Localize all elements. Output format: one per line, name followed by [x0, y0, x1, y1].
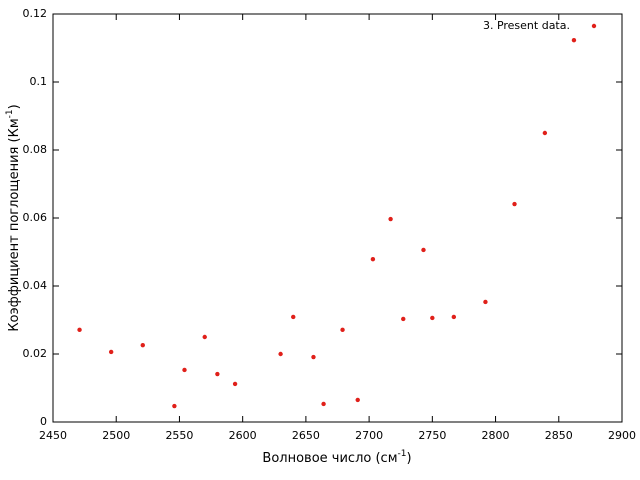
x-tick-label: 2600 — [229, 429, 257, 442]
x-tick-label: 2650 — [292, 429, 320, 442]
point — [542, 130, 548, 136]
y-tick-label: 0.08 — [23, 143, 48, 156]
y-axis-label: Коэффициент поглощения (Км-1) — [5, 104, 22, 331]
x-axis-label: Волновое число (см-1) — [262, 449, 411, 466]
point — [321, 401, 326, 407]
point — [278, 351, 283, 357]
point — [311, 354, 316, 360]
point — [483, 299, 488, 305]
y-tick-label: 0.02 — [23, 347, 48, 360]
x-tick-label: 2450 — [39, 429, 67, 442]
point — [202, 334, 207, 340]
legend-marker — [591, 23, 597, 29]
y-tick-label: 0.04 — [23, 279, 48, 292]
point — [172, 403, 177, 409]
y-tick-label: 0 — [40, 415, 47, 428]
x-tick-label: 2500 — [102, 429, 130, 442]
point — [355, 397, 360, 403]
point — [140, 342, 145, 348]
point — [430, 315, 435, 321]
point — [108, 349, 114, 355]
y-tick-label: 0.1 — [30, 75, 48, 88]
x-tick-label: 2850 — [545, 429, 573, 442]
x-tick-label: 2550 — [165, 429, 193, 442]
x-tick-label: 2800 — [482, 429, 510, 442]
point — [340, 327, 345, 333]
plot-frame — [52, 13, 623, 423]
point — [401, 316, 406, 322]
y-tick-label: 0.12 — [23, 7, 48, 20]
point — [512, 201, 517, 207]
x-tick-label: 2700 — [355, 429, 383, 442]
point — [451, 314, 457, 320]
x-tick-label: 2750 — [418, 429, 446, 442]
point — [421, 247, 426, 253]
y-tick-label: 0.06 — [23, 211, 48, 224]
point — [388, 216, 393, 222]
point — [370, 256, 376, 262]
legend-label: 3. Present data. — [483, 19, 570, 32]
point — [232, 381, 238, 387]
point — [215, 371, 220, 377]
point — [291, 314, 296, 320]
x-tick-label: 2900 — [608, 429, 636, 442]
point — [571, 37, 577, 43]
point — [182, 367, 187, 373]
point — [77, 327, 82, 333]
